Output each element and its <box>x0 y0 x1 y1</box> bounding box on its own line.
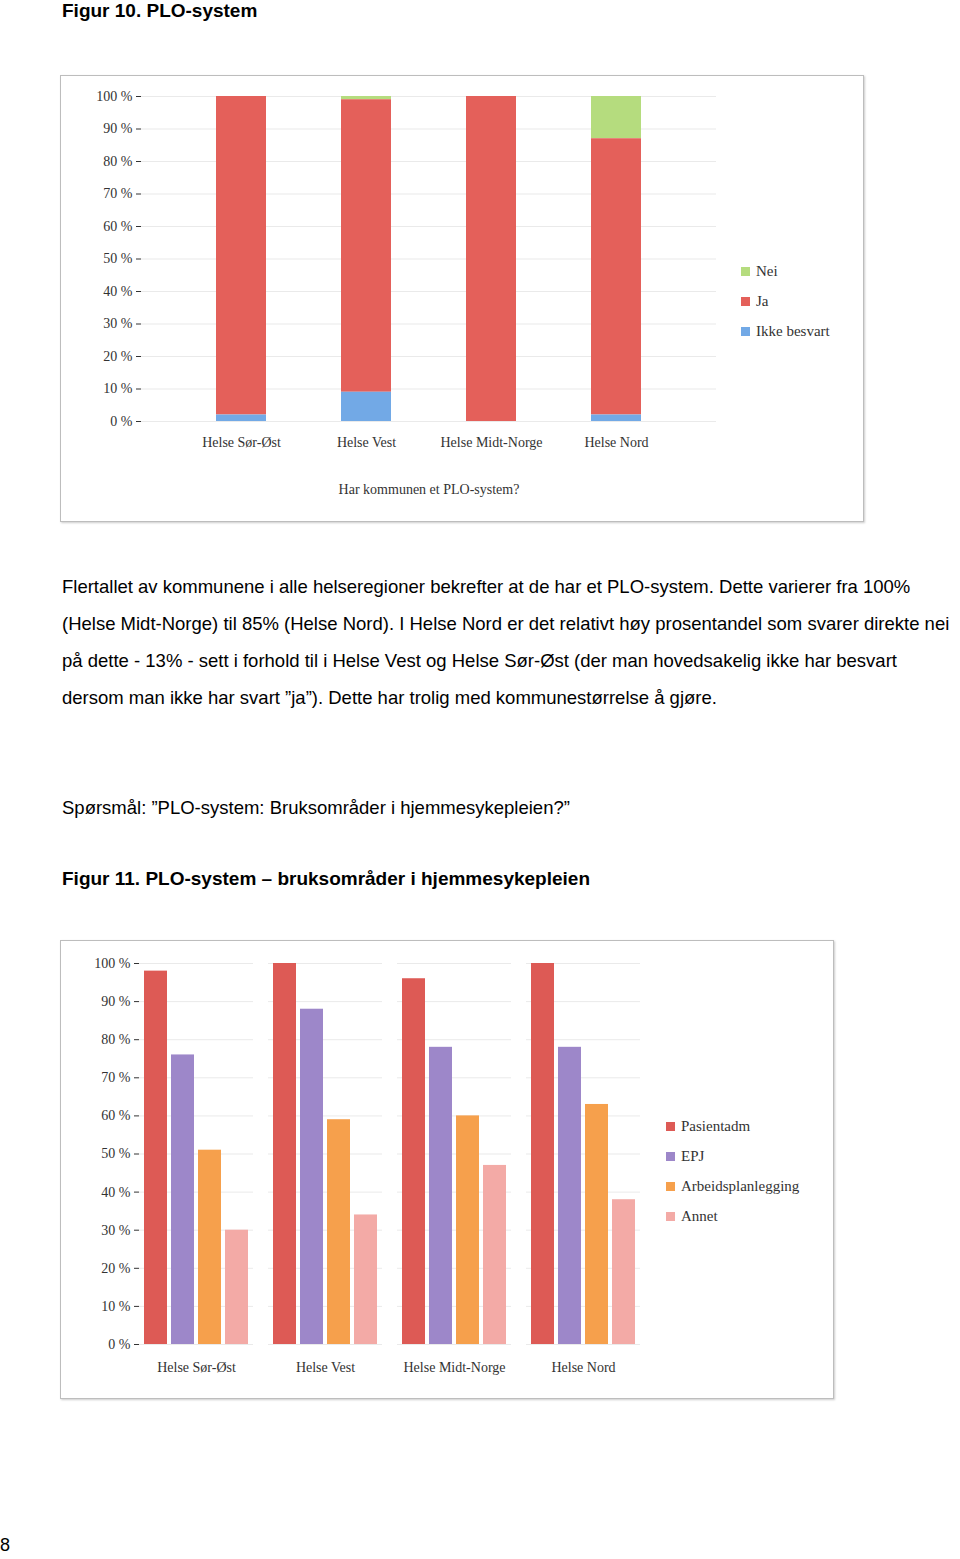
svg-text:Helse Sør-Øst: Helse Sør-Øst <box>202 435 281 450</box>
svg-text:40 %: 40 % <box>103 284 133 299</box>
html-text:Ikke besvart: Ikke besvart <box>756 322 830 339</box>
svg-text:30 %: 30 % <box>103 316 133 331</box>
html-text:8: 8 <box>0 1535 10 1555</box>
html-text:Annet: Annet <box>681 1207 718 1224</box>
html-text:Pasientadm: Pasientadm <box>681 1117 751 1134</box>
svg-text:Helse Nord: Helse Nord <box>584 435 648 450</box>
svg-text:10 %: 10 % <box>101 1299 131 1314</box>
svg-text:Har kommunen et PLO-system?: Har kommunen et PLO-system? <box>339 482 520 497</box>
svg-text:60 %: 60 % <box>103 219 133 234</box>
svg-text:30 %: 30 % <box>101 1223 131 1238</box>
svg-text:0 %: 0 % <box>110 414 133 429</box>
svg-text:100 %: 100 % <box>94 956 131 971</box>
svg-text:Helse Vest: Helse Vest <box>337 435 396 450</box>
svg-text:40 %: 40 % <box>101 1185 131 1200</box>
svg-text:70 %: 70 % <box>101 1070 131 1085</box>
svg-text:50 %: 50 % <box>101 1146 131 1161</box>
svg-text:80 %: 80 % <box>101 1032 131 1047</box>
html-text:Spørsmål: ”PLO-system: Bruksom: Spørsmål: ”PLO-system: Bruksområder i hj… <box>62 797 570 818</box>
svg-text:80 %: 80 % <box>103 154 133 169</box>
svg-text:90 %: 90 % <box>103 121 133 136</box>
svg-text:20 %: 20 % <box>101 1261 131 1276</box>
svg-text:60 %: 60 % <box>101 1108 131 1123</box>
html-text:Flertallet av kommunene i alle: Flertallet av kommunene i alle helseregi… <box>62 576 950 708</box>
svg-text:Helse Midt-Norge: Helse Midt-Norge <box>404 1360 506 1375</box>
svg-text:50 %: 50 % <box>103 251 133 266</box>
svg-text:Helse Nord: Helse Nord <box>551 1360 615 1375</box>
svg-text:70 %: 70 % <box>103 186 133 201</box>
html-text:EPJ: EPJ <box>681 1147 705 1164</box>
svg-text:90 %: 90 % <box>101 994 131 1009</box>
html-text:Figur 10. PLO-system: Figur 10. PLO-system <box>62 0 258 21</box>
svg-text:Helse Vest: Helse Vest <box>296 1360 355 1375</box>
svg-text:10 %: 10 % <box>103 381 133 396</box>
html-text:Nei: Nei <box>756 262 778 279</box>
svg-text:Helse Midt-Norge: Helse Midt-Norge <box>441 435 543 450</box>
svg-text:0 %: 0 % <box>108 1337 131 1352</box>
svg-text:Helse Sør-Øst: Helse Sør-Øst <box>157 1360 236 1375</box>
svg-text:20 %: 20 % <box>103 349 133 364</box>
html-text:Figur 11. PLO-system – bruksom: Figur 11. PLO-system – bruksområder i hj… <box>62 868 590 889</box>
html-text:Arbeidsplanlegging: Arbeidsplanlegging <box>681 1177 800 1194</box>
html-text:Ja: Ja <box>756 292 769 309</box>
svg-text:100 %: 100 % <box>96 89 133 104</box>
